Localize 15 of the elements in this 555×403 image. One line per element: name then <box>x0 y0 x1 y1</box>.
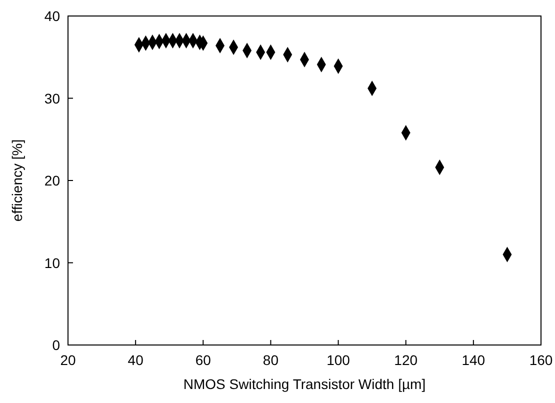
y-axis-title: efficiency [%] <box>9 139 25 222</box>
x-axis-title: NMOS Switching Transistor Width [µm] <box>183 376 426 392</box>
x-tick-label: 100 <box>326 352 350 368</box>
y-tick-label: 40 <box>44 8 60 24</box>
x-tick-label: 160 <box>529 352 553 368</box>
y-tick-label: 30 <box>44 90 60 106</box>
x-tick-label: 120 <box>394 352 418 368</box>
x-tick-label: 140 <box>462 352 486 368</box>
y-tick-label: 20 <box>44 172 60 188</box>
x-tick-label: 40 <box>128 352 144 368</box>
x-tick-label: 20 <box>60 352 76 368</box>
x-tick-label: 60 <box>195 352 212 368</box>
x-tick-label: 80 <box>262 352 279 368</box>
y-tick-label: 0 <box>52 337 60 353</box>
y-tick-label: 10 <box>44 254 60 271</box>
